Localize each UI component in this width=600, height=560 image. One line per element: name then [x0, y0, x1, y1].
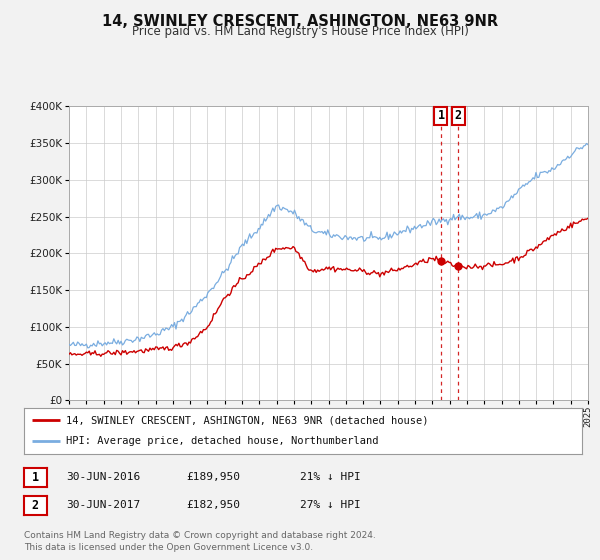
Text: 14, SWINLEY CRESCENT, ASHINGTON, NE63 9NR: 14, SWINLEY CRESCENT, ASHINGTON, NE63 9N… [102, 14, 498, 29]
Text: 30-JUN-2016: 30-JUN-2016 [66, 472, 140, 482]
Text: 2: 2 [32, 498, 39, 512]
Text: 14, SWINLEY CRESCENT, ASHINGTON, NE63 9NR (detached house): 14, SWINLEY CRESCENT, ASHINGTON, NE63 9N… [66, 415, 428, 425]
Text: 1: 1 [32, 470, 39, 484]
Text: Contains HM Land Registry data © Crown copyright and database right 2024.
This d: Contains HM Land Registry data © Crown c… [24, 531, 376, 552]
Text: Price paid vs. HM Land Registry's House Price Index (HPI): Price paid vs. HM Land Registry's House … [131, 25, 469, 38]
Text: 30-JUN-2017: 30-JUN-2017 [66, 500, 140, 510]
Text: HPI: Average price, detached house, Northumberland: HPI: Average price, detached house, Nort… [66, 436, 379, 446]
Text: 2: 2 [455, 109, 462, 123]
Text: £182,950: £182,950 [186, 500, 240, 510]
Text: 1: 1 [437, 109, 445, 123]
Text: 21% ↓ HPI: 21% ↓ HPI [300, 472, 361, 482]
Text: £189,950: £189,950 [186, 472, 240, 482]
Text: 27% ↓ HPI: 27% ↓ HPI [300, 500, 361, 510]
